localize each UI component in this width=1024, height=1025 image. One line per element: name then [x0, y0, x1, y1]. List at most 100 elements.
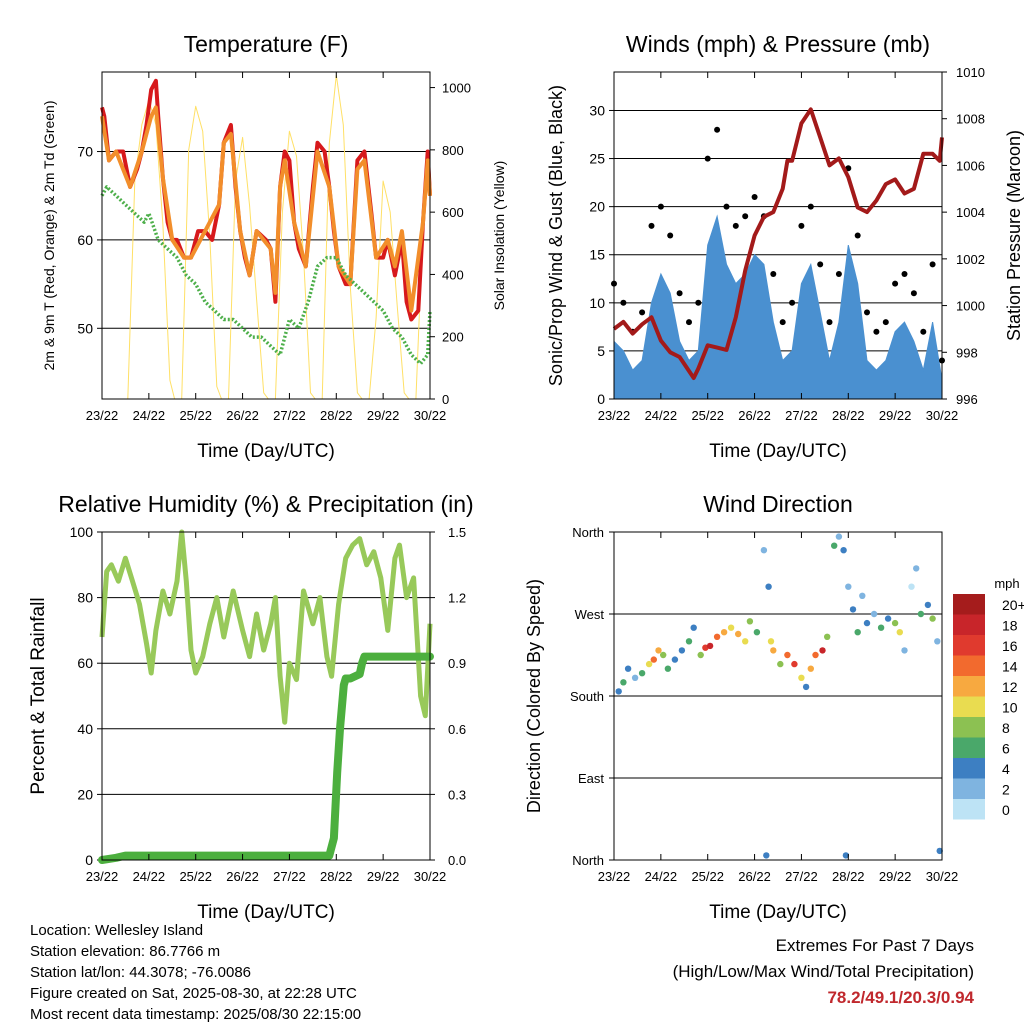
x-tick-label: 29/22	[367, 869, 400, 884]
x-axis-label: Time (Day/UTC)	[709, 441, 847, 462]
plot-frame	[101, 71, 431, 400]
x-tick-label: 27/22	[273, 869, 306, 884]
station-info: Location: Wellesley Island Station eleva…	[30, 920, 361, 1025]
x-tick-label: 26/22	[738, 408, 771, 423]
x-tick-label: 26/22	[226, 408, 259, 423]
x-tick-label: 24/22	[133, 408, 166, 423]
direction-point	[690, 624, 697, 631]
colorbar-swatch	[953, 758, 985, 779]
y-axis-label-right: Station Pressure (Maroon)	[1004, 130, 1024, 341]
location-text: Location: Wellesley Island	[30, 922, 204, 939]
y-tick-label: East	[578, 771, 604, 786]
direction-point	[753, 629, 761, 636]
x-tick-label: 27/22	[785, 408, 818, 423]
colorbar-swatch	[953, 696, 985, 717]
direction-point	[845, 583, 852, 590]
colorbar-swatch	[953, 614, 985, 635]
y-tick-label-right: 998	[956, 345, 978, 360]
y-tick-label-right: 1000	[956, 299, 985, 314]
y-axis-label: Percent & Total Rainfall	[28, 597, 49, 794]
colorbar-label: 20+	[1002, 597, 1024, 613]
y-tick-label: 20	[77, 786, 93, 802]
direction-point	[891, 619, 899, 627]
x-axis-label: Time (Day/UTC)	[197, 902, 335, 923]
gust-point	[695, 299, 702, 306]
y-tick-label-right: 0	[442, 392, 449, 407]
direction-point	[615, 688, 622, 695]
y-tick-label: 15	[589, 247, 605, 263]
colorbar-swatch	[953, 737, 985, 758]
direction-point	[765, 583, 772, 590]
extremes-box: Extremes For Past 7 Days (High/Low/Max W…	[673, 933, 974, 1011]
y-tick-label: 25	[589, 151, 605, 167]
y-tick-label: 60	[77, 232, 93, 248]
x-tick-label: 24/22	[645, 408, 678, 423]
direction-point	[929, 615, 936, 622]
y-tick-label-right: 1.5	[448, 525, 466, 540]
y-tick-label: 0	[597, 391, 605, 407]
direction-point	[896, 629, 903, 636]
series-line-rh	[99, 529, 433, 725]
gust-point	[901, 271, 908, 277]
direction-point	[760, 547, 768, 554]
y-tick-label-right: 800	[442, 143, 464, 158]
direction-point	[807, 665, 814, 672]
gust-point	[826, 319, 833, 326]
direction-point	[767, 638, 775, 645]
x-tick-label: 25/22	[691, 408, 724, 423]
gust-point	[686, 319, 692, 326]
direction-point	[697, 651, 704, 659]
gust-point	[770, 271, 777, 277]
y-tick-label: 30	[589, 102, 605, 118]
direction-point	[706, 642, 714, 650]
y-tick-label-right: 0.6	[448, 722, 466, 737]
gust-point	[920, 328, 927, 335]
gust-point	[929, 261, 936, 268]
gust-point	[732, 222, 739, 229]
direction-point	[660, 651, 667, 659]
direction-point	[678, 647, 686, 654]
plot-frame	[101, 531, 431, 861]
gust-point	[892, 280, 899, 287]
x-tick-label: 23/22	[86, 869, 119, 884]
x-tick-label: 24/22	[645, 869, 678, 884]
colorbar-swatch	[953, 594, 985, 615]
x-tick-label: 30/22	[414, 408, 447, 423]
gust-point	[910, 290, 917, 297]
gust-point	[751, 194, 758, 200]
chart-title: Temperature (F)	[184, 31, 349, 57]
x-tick-label: 25/22	[179, 408, 212, 423]
direction-point	[936, 847, 943, 855]
created-text: Figure created on Sat, 2025-08-30, at 22…	[30, 985, 357, 1002]
direction-point	[877, 624, 885, 631]
gust-point	[873, 328, 880, 335]
colorbar-swatch	[953, 799, 985, 820]
extremes-values: 78.2/49.1/20.3/0.94	[827, 988, 974, 1007]
direction-point	[849, 606, 857, 613]
y-tick-label: 40	[77, 721, 93, 737]
direction-point	[777, 660, 784, 668]
gust-point	[864, 309, 870, 316]
gust-point	[789, 299, 796, 306]
y-tick-label: West	[575, 607, 605, 622]
y-tick-label: 70	[77, 144, 93, 160]
direction-point	[924, 601, 932, 609]
x-tick-label: 23/22	[598, 408, 631, 423]
x-tick-label: 29/22	[367, 408, 400, 423]
x-tick-label: 27/22	[785, 869, 818, 884]
direction-point	[831, 542, 838, 549]
gust-point	[882, 319, 889, 326]
direction-point	[645, 660, 653, 668]
direction-point	[835, 533, 843, 540]
direction-point	[655, 647, 662, 654]
colorbar-label: 10	[1002, 700, 1018, 716]
colorbar-label: 6	[1002, 741, 1010, 757]
direction-point	[763, 852, 770, 859]
y-tick-label-right: 400	[442, 267, 464, 282]
x-axis-label: Time (Day/UTC)	[709, 902, 847, 923]
direction-point	[685, 638, 693, 645]
series-line-2m-td	[100, 185, 432, 366]
x-tick-label: 24/22	[133, 869, 166, 884]
gust-point	[620, 299, 627, 306]
